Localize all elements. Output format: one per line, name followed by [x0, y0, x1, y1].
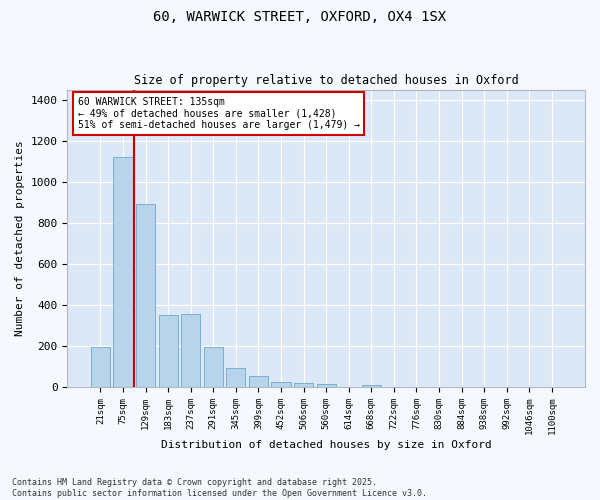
Text: 60 WARWICK STREET: 135sqm
← 49% of detached houses are smaller (1,428)
51% of se: 60 WARWICK STREET: 135sqm ← 49% of detac… — [77, 97, 359, 130]
Bar — [91, 347, 110, 387]
Bar — [136, 204, 155, 387]
Bar — [294, 382, 313, 387]
X-axis label: Distribution of detached houses by size in Oxford: Distribution of detached houses by size … — [161, 440, 491, 450]
Bar — [271, 382, 290, 387]
Bar — [158, 316, 178, 387]
Bar — [249, 376, 268, 387]
Text: 60, WARWICK STREET, OXFORD, OX4 1SX: 60, WARWICK STREET, OXFORD, OX4 1SX — [154, 10, 446, 24]
Bar — [181, 314, 200, 387]
Y-axis label: Number of detached properties: Number of detached properties — [15, 140, 25, 336]
Title: Size of property relative to detached houses in Oxford: Size of property relative to detached ho… — [134, 74, 518, 87]
Bar — [203, 347, 223, 387]
Bar — [317, 384, 336, 387]
Text: Contains HM Land Registry data © Crown copyright and database right 2025.
Contai: Contains HM Land Registry data © Crown c… — [12, 478, 427, 498]
Bar — [113, 158, 133, 387]
Bar — [362, 384, 381, 387]
Bar — [226, 368, 245, 387]
